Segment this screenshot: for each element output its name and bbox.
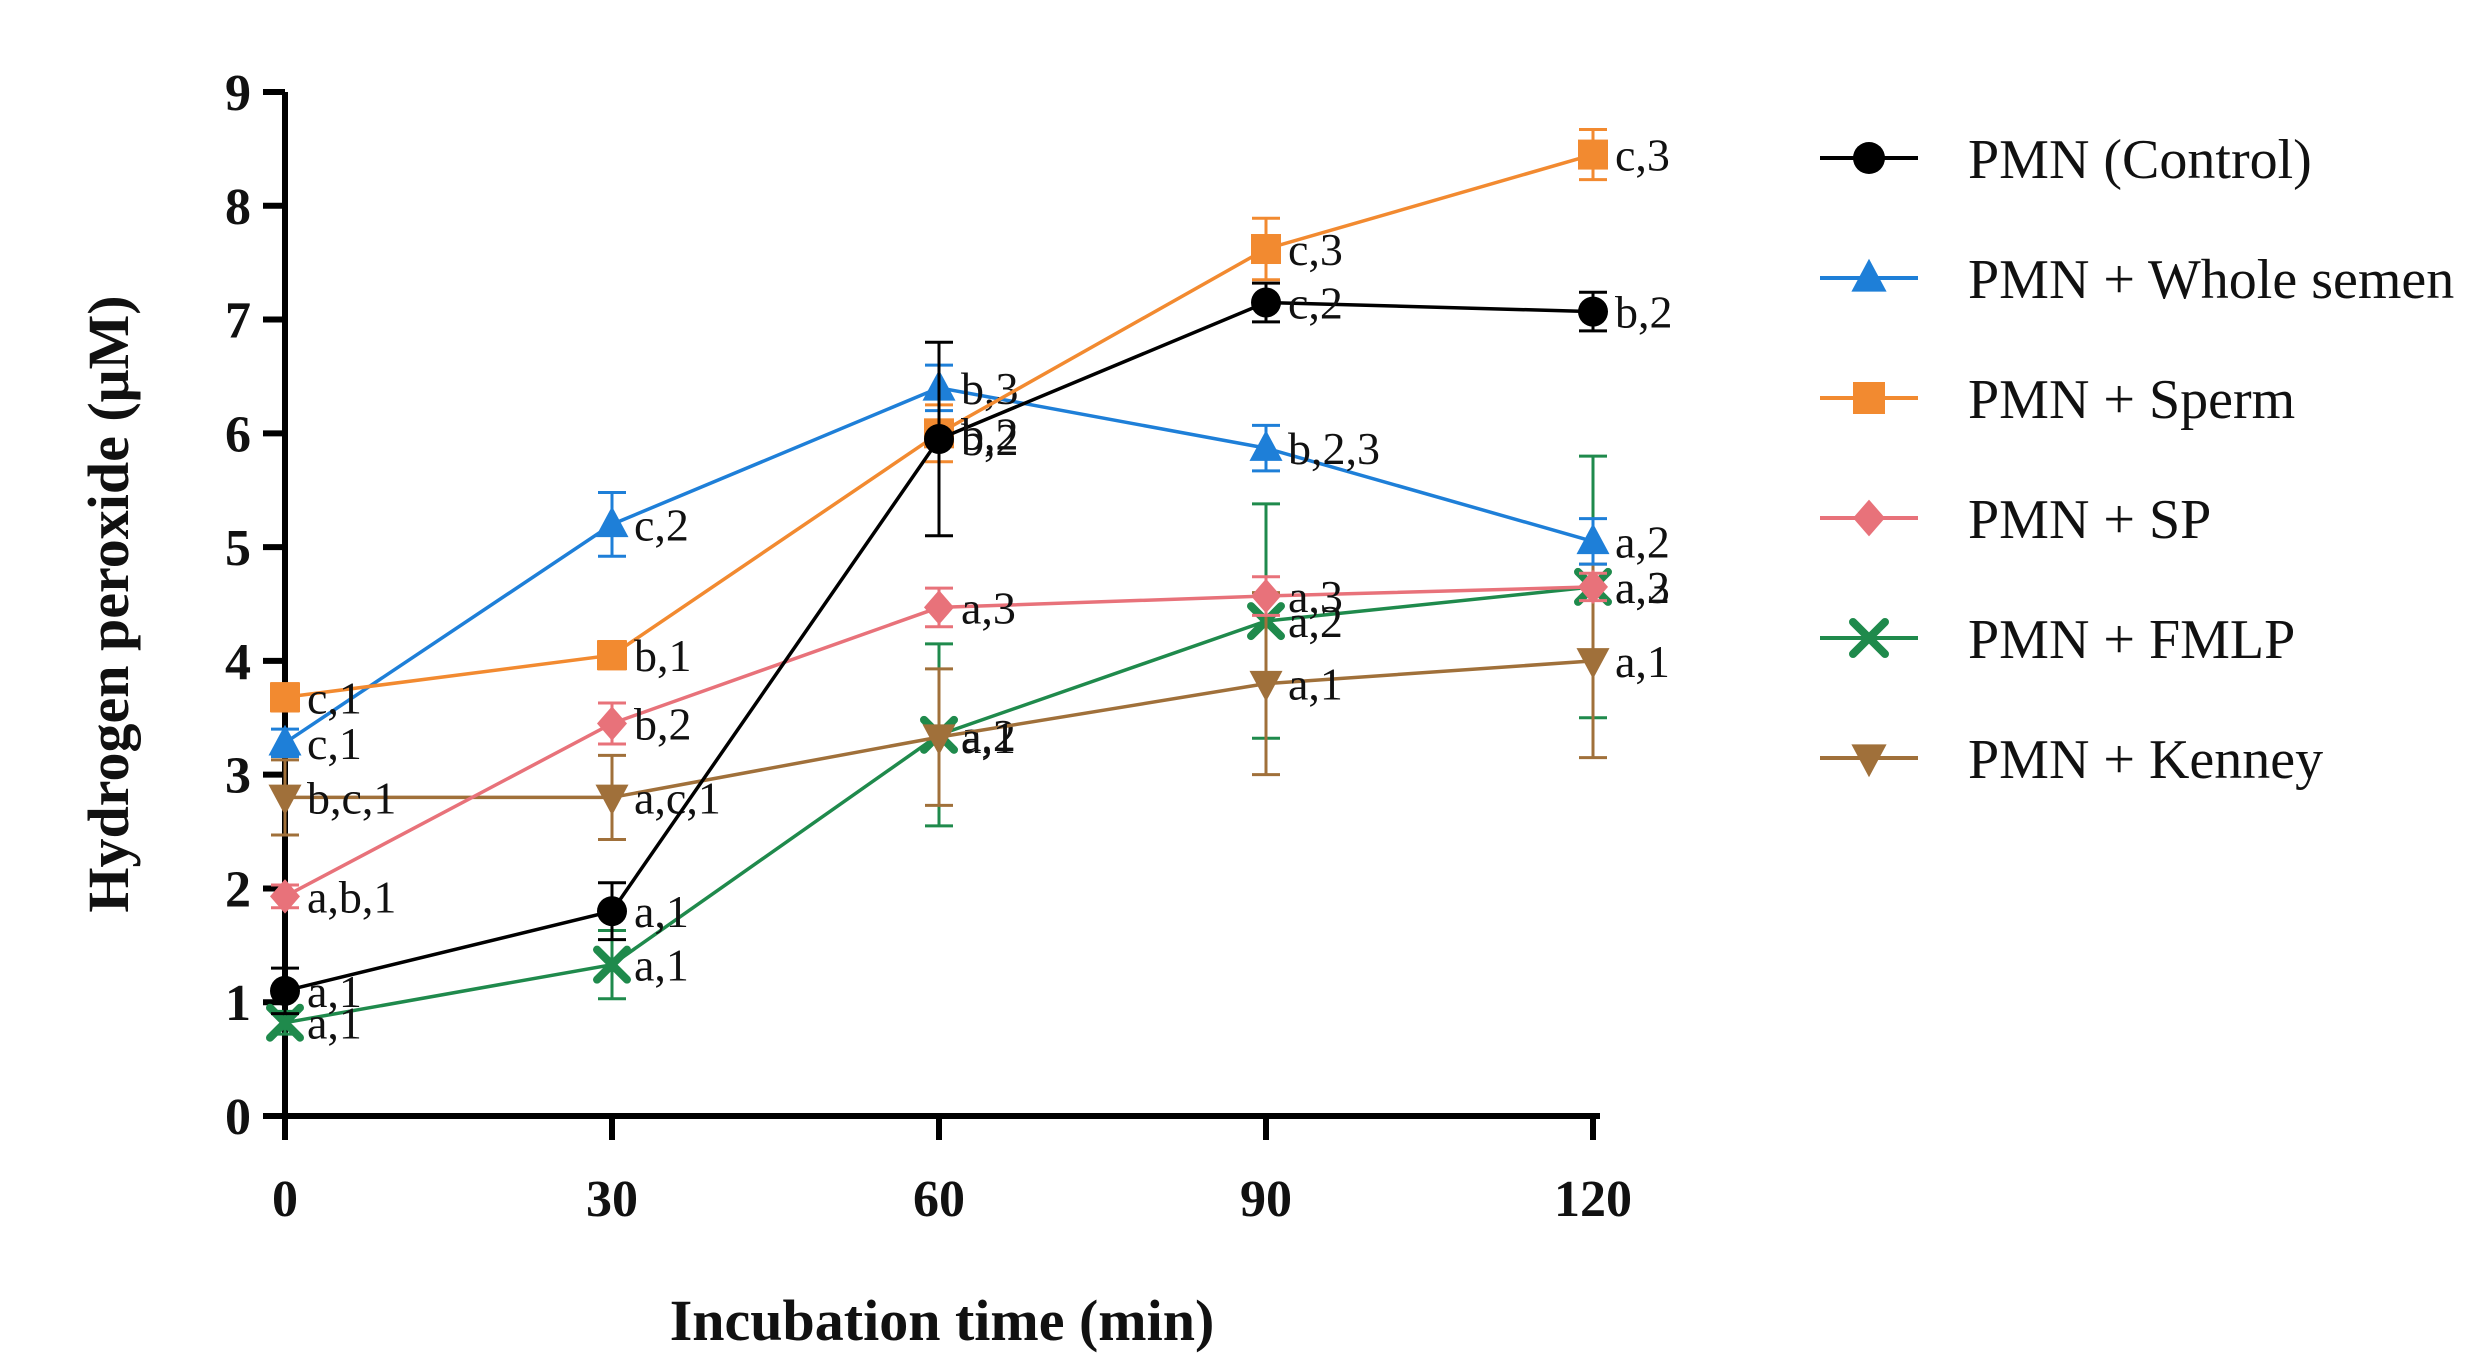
marker-square — [597, 640, 627, 671]
data-label: a,1 — [634, 886, 689, 937]
legend-item: PMN + FMLP — [1820, 609, 2295, 671]
y-tick-label: 8 — [225, 179, 251, 236]
y-tick-label: 2 — [225, 861, 251, 918]
legend-item: PMN + Sperm — [1820, 369, 2295, 431]
legend-label: PMN + Whole semen — [1968, 249, 2454, 311]
data-label: a,2 — [1288, 596, 1343, 647]
data-label: b,2 — [634, 698, 692, 749]
marker-triangle-up — [1249, 430, 1283, 461]
y-axis-title: Hydrogen peroxide (μM) — [76, 295, 141, 912]
y-tick-label: 4 — [225, 634, 251, 691]
data-label: a,2 — [1615, 562, 1670, 613]
marker-diamond — [597, 706, 627, 741]
data-label: a,3 — [1288, 571, 1343, 622]
marker-triangle-down — [922, 724, 956, 756]
data-label: b,1 — [634, 630, 692, 681]
data-label: c,3 — [1288, 224, 1343, 275]
marker-triangle-down — [595, 784, 629, 816]
legend-label: PMN + SP — [1968, 489, 2211, 551]
series-pmn-kenney: b,c,1 a,c,1a,1a,1 a,1 — [268, 562, 1670, 842]
legend-item: PMN (Control) — [1820, 129, 2312, 191]
data-label: c,3 — [1615, 130, 1670, 181]
data-label: a,3 — [1615, 562, 1670, 613]
legend-label: PMN + Kenney — [1968, 729, 2323, 791]
marker-square — [1251, 234, 1281, 265]
marker-triangle-up — [1851, 258, 1887, 292]
series-pmn-sp: a,b,1 b,2 a,3 a,3 a,3 — [270, 562, 1670, 922]
y-tick-label: 5 — [225, 520, 251, 577]
data-label: c,1 — [307, 672, 362, 723]
marker-circle — [270, 975, 300, 1006]
x-tick-label: 0 — [272, 1171, 298, 1228]
series-pmn-control: a,1a,1b,2c,2 b,2 — [270, 277, 1673, 1017]
data-label: a,2 — [961, 710, 1016, 761]
data-label: a,2 — [1615, 516, 1670, 567]
data-label: a,1 — [961, 712, 1016, 763]
marker-triangle-up — [268, 724, 302, 756]
marker-triangle-up — [595, 506, 629, 538]
marker-x-stroke — [593, 945, 631, 984]
x-ticks: 0 30 60 90 120 — [272, 1116, 1632, 1228]
y-tick-label: 1 — [225, 975, 251, 1032]
legend-item: PMN + Whole semen — [1820, 249, 2454, 311]
data-label: a,1 — [1288, 659, 1343, 710]
marker-circle — [597, 896, 627, 927]
marker-diamond — [924, 590, 954, 625]
data-label: b,c,1 — [307, 772, 396, 823]
legend-item: PMN + Kenney — [1820, 729, 2323, 791]
marker-diamond — [1853, 499, 1885, 537]
data-label: c,2 — [1288, 277, 1343, 328]
y-tick-label: 0 — [225, 1089, 251, 1146]
legend-label: PMN + FMLP — [1968, 609, 2295, 671]
marker-diamond — [1578, 569, 1608, 605]
x-tick-label: 90 — [1240, 1171, 1292, 1228]
marker-square — [270, 682, 300, 713]
y-tick-label: 9 — [225, 65, 251, 122]
marker-circle — [1853, 142, 1885, 174]
marker-x — [1849, 618, 1889, 658]
marker-circle — [924, 424, 954, 455]
marker-triangle-down — [1576, 648, 1610, 679]
data-label: c,2 — [634, 499, 689, 550]
data-label: a,1 — [634, 940, 689, 991]
data-label: b,2 — [1615, 287, 1673, 338]
marker-triangle-down — [1851, 744, 1887, 778]
marker-triangle-down — [1249, 670, 1283, 702]
data-label: a,b,1 — [307, 871, 396, 922]
data-label: a,1 — [307, 998, 362, 1049]
legend-label: PMN + Sperm — [1968, 369, 2295, 431]
marker-square — [1578, 139, 1608, 170]
marker-square — [1853, 382, 1885, 414]
marker-triangle-down — [268, 784, 302, 816]
y-ticks: 0 1 2 3 4 5 6 7 8 9 — [225, 65, 285, 1146]
data-label: a,3 — [961, 582, 1016, 633]
marker-circle — [1578, 296, 1608, 327]
data-label: a,1 — [1615, 636, 1670, 687]
x-tick-label: 30 — [586, 1171, 638, 1228]
axes: 0 1 2 3 4 5 6 7 8 9 0 30 60 90 120 — [225, 65, 1632, 1228]
marker-diamond — [1251, 578, 1281, 614]
marker-circle — [1251, 287, 1281, 318]
x-tick-label: 120 — [1554, 1171, 1632, 1228]
legend: PMN (Control) PMN + Whole semen PMN + Sper… — [1820, 129, 2454, 791]
marker-diamond — [270, 879, 300, 914]
series-pmn-sperm: c,1 b,1 b,2 c,3 c,3 — [270, 128, 1670, 723]
y-tick-label: 3 — [225, 748, 251, 805]
y-tick-label: 7 — [225, 293, 251, 350]
marker-x-stroke — [1849, 618, 1889, 658]
plot-area: a,1a,1a,2a,2a,2b,c,1 a,c,1a,1a,1 a,1a,b,1b… — [266, 128, 1673, 1049]
marker-x — [593, 945, 631, 984]
data-label: c,1 — [307, 718, 362, 769]
data-label: b,2 — [961, 414, 1019, 465]
data-label: a,1 — [307, 966, 362, 1017]
y-tick-label: 6 — [225, 406, 251, 463]
legend-item: PMN + SP — [1820, 489, 2211, 551]
marker-triangle-up — [1576, 523, 1610, 555]
legend-label: PMN (Control) — [1968, 129, 2312, 191]
x-axis-title: Incubation time (min) — [670, 1288, 1215, 1353]
x-tick-label: 60 — [913, 1171, 965, 1228]
data-label: b,2,3 — [1288, 423, 1380, 474]
